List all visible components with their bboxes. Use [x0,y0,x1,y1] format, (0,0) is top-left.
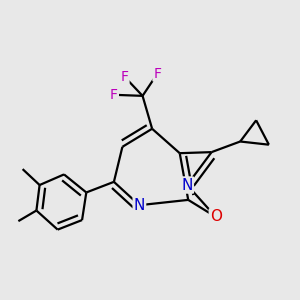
Text: O: O [210,209,222,224]
Text: F: F [121,70,128,84]
Text: F: F [110,88,118,102]
Text: N: N [134,198,145,213]
Text: F: F [153,67,161,81]
Text: N: N [182,178,193,193]
